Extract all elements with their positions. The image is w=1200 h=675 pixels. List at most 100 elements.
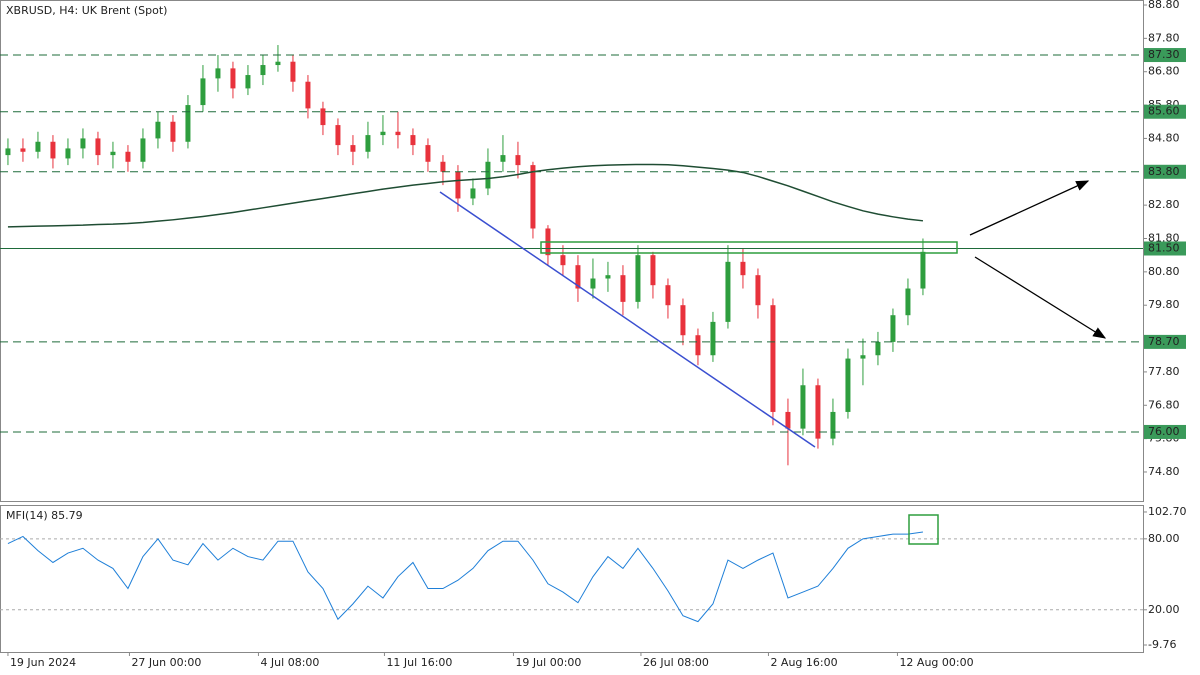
y-tick-label: 77.80 xyxy=(1148,365,1180,378)
candle-body xyxy=(155,121,161,139)
candle-body xyxy=(815,385,821,439)
level-label-box xyxy=(1144,164,1186,179)
y-tick-label: 102.70 xyxy=(1148,505,1187,518)
candle-body xyxy=(800,385,806,429)
candle-body xyxy=(695,335,701,356)
candle-body xyxy=(830,411,836,439)
y-tick-label: 80.00 xyxy=(1148,532,1180,545)
level-label-box xyxy=(1144,48,1186,63)
candle-body xyxy=(200,78,206,106)
candle-body xyxy=(320,108,326,126)
y-tick-label: 20.00 xyxy=(1148,603,1180,616)
x-tick-label: 26 Jul 08:00 xyxy=(643,656,709,669)
candle-body xyxy=(485,161,491,189)
chart-title: XBRUSD, H4: UK Brent (Spot) xyxy=(6,4,167,17)
candle-body xyxy=(245,75,251,89)
candle-body xyxy=(785,411,791,429)
candle-body xyxy=(515,155,521,166)
y-tick-label: 79.80 xyxy=(1148,298,1180,311)
candle-body xyxy=(500,155,506,162)
arrow-down xyxy=(974,256,1107,339)
candle-body xyxy=(845,358,851,412)
level-label: 78.70 xyxy=(1148,335,1180,348)
x-tick-label: 12 Aug 00:00 xyxy=(899,656,973,669)
candle-body xyxy=(860,355,866,359)
candle-body xyxy=(725,261,731,322)
mfi-title: MFI(14) 85.79 xyxy=(6,509,83,522)
candle-body xyxy=(740,261,746,276)
candle-body xyxy=(215,68,221,79)
y-tick-label: 74.80 xyxy=(1148,465,1180,478)
y-tick-label: 87.80 xyxy=(1148,31,1180,44)
moving-average xyxy=(7,163,924,228)
level-label: 81.50 xyxy=(1148,241,1180,254)
level-label: 76.00 xyxy=(1148,425,1180,438)
candle-body xyxy=(635,255,641,302)
candle-body xyxy=(680,305,686,336)
candle-body xyxy=(410,135,416,146)
trendline xyxy=(439,191,816,448)
price-pane xyxy=(0,0,1144,502)
level-label: 83.80 xyxy=(1148,165,1180,178)
candle-body xyxy=(65,148,71,159)
mfi-line xyxy=(7,531,924,623)
candle-body xyxy=(260,65,266,76)
candle-body xyxy=(770,305,776,412)
candle-body xyxy=(170,121,176,142)
x-tick-label: 27 Jun 00:00 xyxy=(131,656,201,669)
mfi-pane xyxy=(0,505,1144,653)
candle-body xyxy=(230,68,236,89)
candle-body xyxy=(335,125,341,146)
candle-body xyxy=(425,145,431,162)
candle-body xyxy=(140,138,146,162)
y-tick-label: 81.80 xyxy=(1148,231,1180,244)
candle-body xyxy=(710,321,716,356)
candle-body xyxy=(80,138,86,149)
candle-body xyxy=(875,341,881,356)
level-label-box xyxy=(1144,104,1186,119)
candle-body xyxy=(380,131,386,136)
candle-body xyxy=(95,138,101,156)
candle-body xyxy=(920,251,926,289)
level-label-box xyxy=(1144,241,1186,256)
arrow-up xyxy=(969,180,1090,236)
candle-body xyxy=(530,165,536,229)
x-tick-label: 4 Jul 08:00 xyxy=(260,656,319,669)
candle-body xyxy=(305,81,311,109)
y-tick-label: 84.80 xyxy=(1148,131,1180,144)
x-tick-label: 11 Jul 16:00 xyxy=(386,656,452,669)
candle-body xyxy=(650,255,656,286)
y-tick-label: 82.80 xyxy=(1148,198,1180,211)
level-label-box xyxy=(1144,424,1186,439)
candle-body xyxy=(365,135,371,152)
level-label: 85.60 xyxy=(1148,105,1180,118)
candle-body xyxy=(455,171,461,199)
y-tick-label: 76.80 xyxy=(1148,398,1180,411)
level-label: 87.30 xyxy=(1148,48,1180,61)
y-tick-label: 88.80 xyxy=(1148,0,1180,11)
candle-body xyxy=(395,131,401,136)
candle-body xyxy=(890,315,896,342)
candle-body xyxy=(20,148,26,152)
y-tick-label: 86.80 xyxy=(1148,65,1180,78)
candle-body xyxy=(125,151,131,162)
candle-body xyxy=(605,275,611,279)
x-tick-label: 2 Aug 16:00 xyxy=(770,656,837,669)
y-tick-label: 80.80 xyxy=(1148,265,1180,278)
candle-body xyxy=(905,288,911,316)
candle-body xyxy=(350,145,356,152)
mfi-highlight xyxy=(908,514,939,545)
candle-body xyxy=(5,148,11,156)
x-tick-label: 19 Jul 00:00 xyxy=(515,656,581,669)
candle-body xyxy=(575,265,581,289)
resistance-zone xyxy=(540,241,958,254)
candle-body xyxy=(590,278,596,289)
candle-body xyxy=(275,61,281,66)
candle-body xyxy=(110,151,116,156)
candle-body xyxy=(185,105,191,142)
candle-body xyxy=(560,255,566,266)
y-tick-label: -9.76 xyxy=(1148,638,1176,651)
x-tick-label: 19 Jun 2024 xyxy=(10,656,76,669)
candle-body xyxy=(620,275,626,302)
